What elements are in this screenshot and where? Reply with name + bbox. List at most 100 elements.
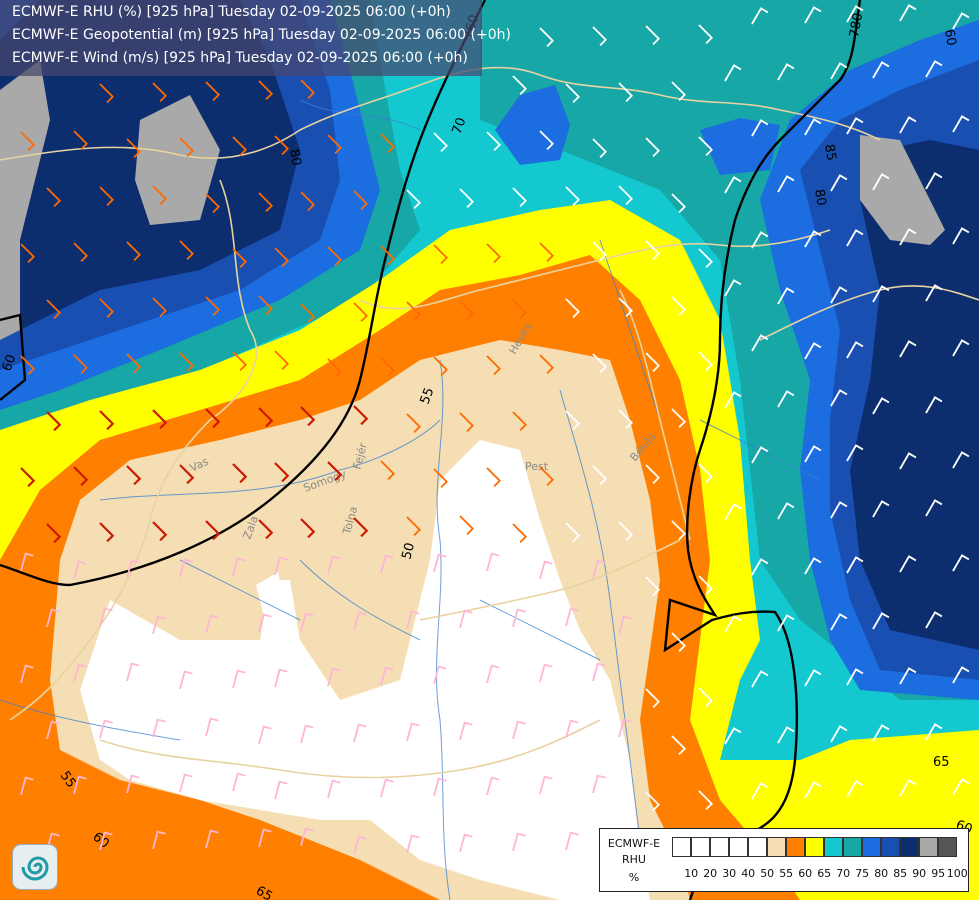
wind-barb (126, 138, 142, 159)
wind-barb (433, 553, 447, 573)
wind-barb (592, 774, 606, 794)
wind-barb (592, 465, 608, 486)
wind-barb (353, 405, 369, 426)
wind-barb (433, 777, 447, 797)
wind-barb (830, 286, 848, 304)
legend-tick-label: 85 (893, 867, 908, 880)
legend-tick-label: 20 (703, 867, 718, 880)
wind-barb (512, 187, 528, 208)
wind-barb (952, 778, 970, 796)
legend-swatch (900, 837, 919, 857)
wind-barb (152, 521, 168, 542)
rhu-label-55: 55 (418, 386, 438, 407)
wind-barb (152, 615, 166, 635)
wind-barb (751, 119, 769, 137)
wind-barb (565, 186, 581, 207)
ecmwf-logo (12, 844, 58, 890)
wind-barb (486, 131, 502, 152)
wind-barb (724, 727, 742, 745)
wind-barb (804, 230, 822, 248)
wind-barb (804, 669, 822, 687)
legend-tick-label: 50 (760, 867, 775, 880)
wind-barb (645, 791, 661, 812)
wind-barb (671, 735, 687, 756)
wind-barb (406, 610, 420, 630)
wind-barb (99, 186, 115, 207)
wind-barb (459, 515, 475, 536)
wind-barb (565, 522, 581, 543)
wind-barb (433, 244, 449, 265)
legend-tick-label: 30 (722, 867, 737, 880)
wind-barb (232, 248, 248, 269)
wind-barb (925, 60, 943, 78)
wind-barb (179, 137, 195, 158)
wind-barb (512, 832, 526, 852)
wind-barb (46, 720, 60, 740)
wind-barb (486, 776, 500, 796)
map-title-box: ECMWF-E RHU (%) [925 hPa] Tuesday 02-09-… (0, 0, 511, 76)
rhu-band-90-right (850, 140, 979, 650)
wind-barb (512, 299, 528, 320)
wind-barb (486, 355, 502, 376)
wind-barb (804, 445, 822, 463)
wind-barb (777, 502, 795, 520)
legend-swatch (919, 837, 938, 857)
wind-barb (830, 613, 848, 631)
wind-barb (258, 828, 272, 848)
wind-barb (724, 391, 742, 409)
wind-barb (618, 82, 634, 103)
wind-barb (126, 465, 142, 486)
wind-barb (618, 409, 634, 430)
wind-barb (872, 173, 890, 191)
wind-barb (126, 774, 140, 794)
legend-tick-label: 55 (779, 867, 794, 880)
wind-barb (380, 460, 396, 481)
wind-barb (846, 444, 864, 462)
wind-barb (671, 408, 687, 429)
wind-barb (258, 519, 274, 540)
wind-barb (486, 552, 500, 572)
wind-barb (777, 726, 795, 744)
wind-barb (952, 227, 970, 245)
wind-barb (258, 725, 272, 745)
wind-barb (327, 779, 341, 799)
rhu-band-50 (80, 440, 650, 900)
legend-tick-label: 80 (874, 867, 889, 880)
wind-barb (846, 117, 864, 135)
wind-barb (459, 188, 475, 209)
wind-barb (899, 452, 917, 470)
wind-barb (777, 175, 795, 193)
wind-barb (565, 607, 579, 627)
wind-barb (512, 75, 528, 96)
wind-barb (592, 26, 608, 47)
wind-barb (618, 615, 632, 635)
wind-barb (300, 79, 316, 100)
legend-tick-label: 60 (798, 867, 813, 880)
wind-barb (872, 724, 890, 742)
legend-tick-label: 10 (684, 867, 699, 880)
wind-barb (380, 554, 394, 574)
wind-barb (724, 615, 742, 633)
wind-barb (724, 64, 742, 82)
wind-barb (804, 118, 822, 136)
wind-barb (618, 297, 634, 318)
wind-barb (300, 303, 316, 324)
title-wind: ECMWF-E Wind (m/s) [925 hPa] Tuesday 02-… (12, 50, 468, 66)
legend-swatch (881, 837, 900, 857)
wind-barb (406, 413, 422, 434)
wind-barb (258, 192, 274, 213)
legend-title-line-1: ECMWF-E (607, 837, 661, 850)
wind-barb (899, 667, 917, 685)
wind-barb (777, 63, 795, 81)
rhu-label-65: 65 (933, 755, 950, 770)
wind-barb (205, 717, 219, 737)
wind-barb (179, 352, 195, 373)
rhu-band-95-left-2 (135, 95, 220, 225)
wind-barb (804, 6, 822, 24)
wind-barb (724, 176, 742, 194)
wind-barb (872, 61, 890, 79)
wind-barb (205, 829, 219, 849)
wind-barb (645, 576, 661, 597)
wind-barb (300, 827, 314, 847)
wind-barb (925, 396, 943, 414)
